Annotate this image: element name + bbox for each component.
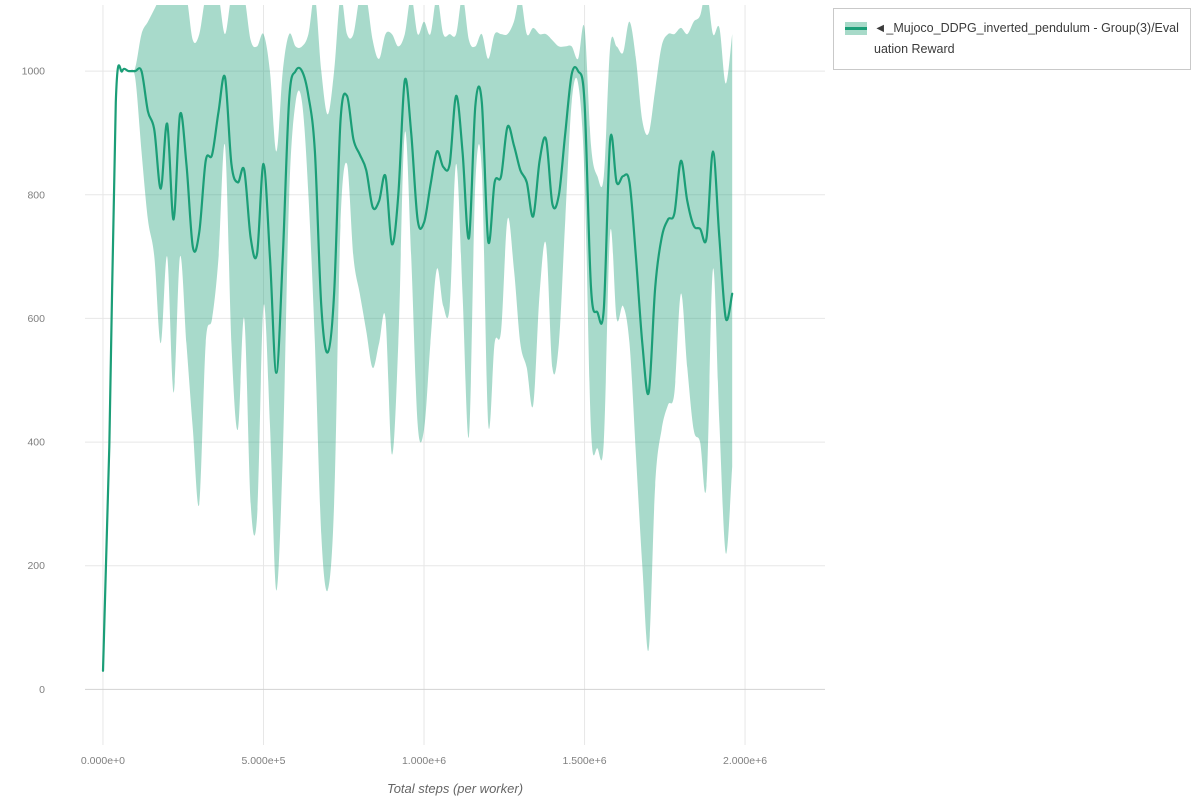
- mean-line: [101, 64, 734, 672]
- y-tick-label: 800: [27, 189, 45, 201]
- y-tick-label: 600: [27, 313, 45, 325]
- x-tick-label: 1.500e+6: [562, 755, 606, 767]
- confidence-band: [103, 5, 733, 671]
- x-axis-title: Total steps (per worker): [386, 781, 524, 796]
- y-tick-label: 1000: [22, 66, 46, 78]
- series-band-swatch-icon: [845, 22, 867, 35]
- legend-series-label: ◄_Mujoco_DDPG_inverted_pendulum - Group(…: [874, 21, 1179, 56]
- x-tick-label: 1.000e+6: [402, 755, 446, 767]
- x-tick-label: 2.000e+6: [723, 755, 767, 767]
- y-tick-label: 200: [27, 560, 45, 572]
- legend[interactable]: ◄_Mujoco_DDPG_inverted_pendulum - Group(…: [833, 8, 1191, 70]
- y-tick-label: 400: [27, 437, 45, 449]
- x-tick-label: 5.000e+5: [241, 755, 285, 767]
- x-tick-label: 0.000e+0: [81, 755, 125, 767]
- y-tick-label: 0: [39, 684, 45, 696]
